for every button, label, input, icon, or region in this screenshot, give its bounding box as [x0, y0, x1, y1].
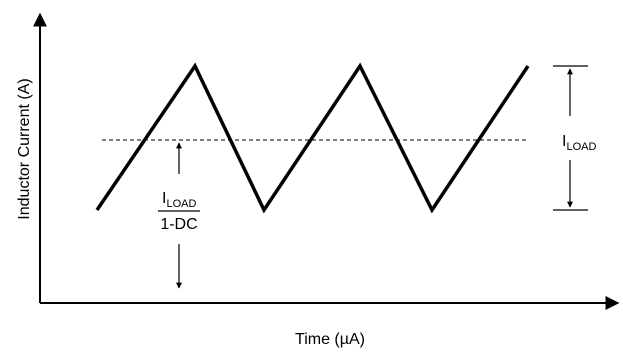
y-axis-label: Inductor Current (A) [16, 78, 33, 219]
ripple-label: ILOAD [562, 133, 596, 153]
average-numerator-symbol: I [162, 190, 166, 207]
x-axis-label: Time (µA) [295, 331, 365, 348]
average-label-numerator: ILOAD [162, 190, 196, 210]
average-numerator-subscript: LOAD [166, 198, 196, 210]
average-label-denominator: 1-DC [160, 216, 197, 233]
ripple-label-subscript: LOAD [566, 141, 596, 153]
current-waveform [95, 62, 530, 214]
ripple-label-symbol: I [562, 133, 566, 150]
